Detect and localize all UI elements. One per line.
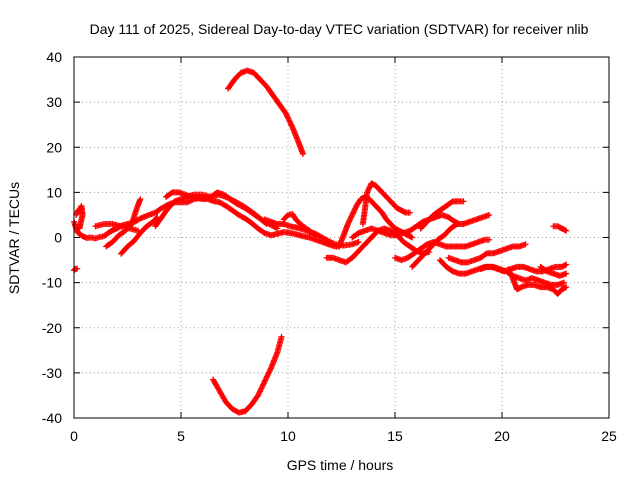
data-point [563, 284, 570, 291]
data-point [255, 391, 262, 398]
data-point [299, 151, 306, 158]
x-tick-label: 5 [177, 428, 185, 444]
series-arc-9 [225, 67, 306, 158]
data-point [312, 232, 319, 239]
series-arc-6 [118, 214, 161, 257]
data-point [259, 382, 266, 389]
data-point [261, 378, 268, 385]
data-point [265, 369, 272, 376]
data-point [286, 118, 293, 125]
data-point [278, 333, 285, 340]
data-point [287, 119, 294, 126]
data-point [263, 374, 270, 381]
series-arc-12 [280, 211, 319, 239]
x-tick-label: 20 [494, 428, 510, 444]
data-point [74, 265, 81, 272]
data-point [260, 381, 267, 388]
x-axis-label: GPS time / hours [287, 457, 394, 473]
x-tick-label: 15 [387, 428, 403, 444]
y-tick-label: -10 [42, 275, 62, 291]
x-tick-label: 25 [601, 428, 617, 444]
data-point [258, 385, 265, 392]
data-point [284, 114, 291, 121]
data-point [265, 370, 272, 377]
series-arc-5 [92, 220, 142, 234]
data-point [256, 388, 263, 395]
data-point [486, 236, 493, 243]
data-point [286, 117, 293, 124]
y-tick-label: -20 [42, 320, 62, 336]
y-tick-label: 40 [46, 49, 62, 65]
data-point [262, 376, 269, 383]
data-point [137, 196, 144, 203]
series-arc-19 [417, 198, 467, 232]
data-point [258, 384, 265, 391]
series-arc-25 [537, 263, 570, 279]
data-point [283, 111, 290, 118]
data-point [284, 113, 291, 120]
data-point [561, 279, 568, 286]
chart-title: Day 111 of 2025, Sidereal Day-to-day VTE… [90, 21, 589, 37]
data-point [264, 373, 271, 380]
data-point [285, 115, 292, 122]
data-point [262, 377, 269, 384]
data-point [355, 239, 362, 246]
data-point [255, 392, 262, 399]
series-arc-4 [103, 196, 144, 250]
data-point [260, 380, 267, 387]
y-tick-label: -40 [42, 410, 62, 426]
data-point [486, 211, 493, 218]
y-tick-label: 20 [46, 139, 62, 155]
data-point [522, 241, 529, 248]
y-tick-label: 30 [46, 94, 62, 110]
x-tick-label: 0 [70, 428, 78, 444]
y-tick-label: 0 [54, 230, 62, 246]
data-point [563, 261, 570, 268]
data-point [264, 372, 271, 379]
data-point [406, 209, 413, 216]
data-point [266, 368, 273, 375]
x-tick-label: 10 [280, 428, 296, 444]
y-axis-label: SDTVAR / TECUs [6, 182, 22, 294]
data-points [71, 67, 570, 416]
series-arc-11 [261, 216, 362, 249]
data-point [76, 225, 83, 232]
data-point [282, 110, 289, 117]
series-arc-18 [409, 211, 493, 270]
series-arc-15 [359, 180, 413, 227]
y-tick-label: 10 [46, 184, 62, 200]
series-arc-8 [163, 189, 270, 227]
data-point [256, 389, 263, 396]
y-tick-label: -30 [42, 365, 62, 381]
series-arc-21 [445, 241, 529, 266]
series-arc-23 [505, 266, 570, 297]
data-point [287, 121, 294, 128]
axis-ticks: 0 5 10 15 20 25 -40 -30 -20 -10 0 10 20 30 40 [42, 49, 617, 444]
data-point [563, 227, 570, 234]
series-arc-10 [210, 333, 285, 416]
data-point [288, 122, 295, 129]
series-arc-24 [550, 223, 570, 234]
data-point [267, 366, 274, 373]
data-point [311, 231, 318, 238]
data-point [460, 198, 467, 205]
series-arc-22 [477, 263, 568, 288]
data-point [409, 234, 416, 241]
data-point [563, 270, 570, 277]
data-point [330, 240, 337, 247]
data-point [257, 387, 264, 394]
series-arc-17 [392, 236, 493, 264]
series-arc-3 [73, 202, 86, 232]
